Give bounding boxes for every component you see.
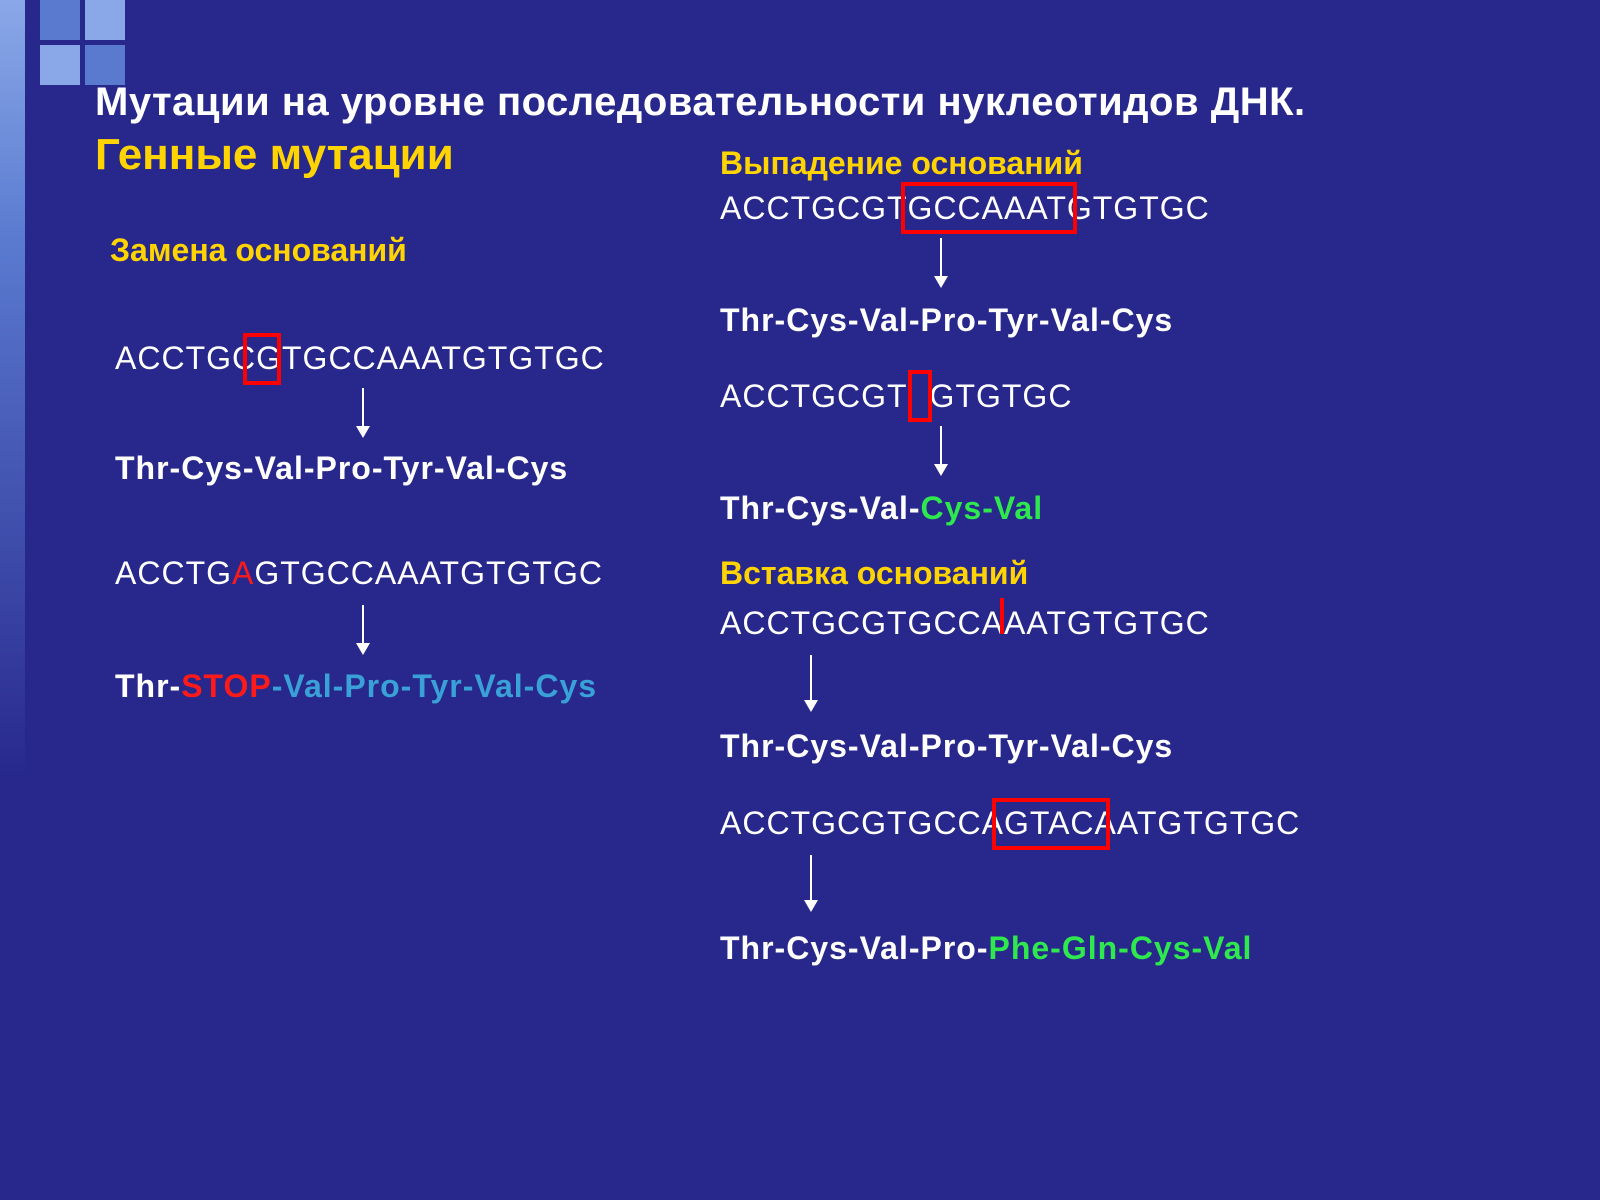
seq-text: AATGTGTGC [1095,805,1301,841]
section-heading-substitution: Замена оснований [110,232,407,269]
deco-square [40,45,80,85]
insertion-protein-original: Thr-Cys-Val-Pro-Tyr-Val-Cys [720,728,1173,765]
highlight-box [901,182,1077,234]
deco-stripe [0,0,25,1200]
seq-text: GTGTGC [1067,190,1210,226]
highlight-box [908,370,932,422]
insertion-protein-mutated: Thr-Cys-Val-Pro-Phe-Gln-Cys-Val [720,930,1252,967]
seq-text: ACCTGCGTGCCA [720,805,1004,841]
arrow-down-icon [810,655,812,710]
seq-mutation: A [232,555,254,591]
insertion-cursor-icon [1000,598,1004,634]
substitution-protein-original: Thr-Cys-Val-Pro-Tyr-Val-Cys [115,450,568,487]
seq-text: ACCTGCGT [720,190,908,226]
deco-square [85,0,125,40]
deletion-protein-mutated: Thr-Cys-Val-Cys-Val [720,490,1043,527]
seq-text: ACCTGCGTGCCA [720,605,1004,641]
arrow-down-icon [940,238,942,286]
protein-text: Thr- [115,668,181,704]
protein-stop: STOP [181,668,272,704]
slide-title: Мутации на уровне последовательности нук… [95,80,1306,125]
substitution-protein-mutated: Thr-STOP-Val-Pro-Tyr-Val-Cys [115,668,597,705]
protein-text: Thr-Cys-Val-Pro- [720,930,988,966]
seq-text: ACCTG [115,555,232,591]
substitution-seq-mutated: ACCTGAGTGCCAAATGTGTGC [115,555,603,592]
arrow-down-icon [362,388,364,436]
slide: Мутации на уровне последовательности нук… [0,0,1600,1200]
protein-changed: Cys-Val [920,490,1043,526]
substitution-seq-original: ACCTGCGTGCCAAATGTGTGC [115,340,605,377]
seq-text: GTGTGC [930,378,1073,414]
insertion-seq-original: ACCTGCGTGCCAAATGTGTGC [720,605,1210,642]
deco-square [85,45,125,85]
section-heading-insertion: Вставка оснований [720,555,1028,592]
seq-text: AATGTGTGC [1004,605,1210,641]
highlight-box [992,798,1110,850]
arrow-down-icon [810,855,812,910]
seq-text: GTGCCAAATGTGTGC [256,340,605,376]
slide-subtitle: Генные мутации [95,130,454,180]
seq-text: ACCTGCGT [720,378,908,414]
seq-text: GTGCCAAATGTGTGC [254,555,603,591]
protein-text: Thr-Cys-Val- [720,490,920,526]
arrow-down-icon [940,426,942,474]
deletion-protein-original: Thr-Cys-Val-Pro-Tyr-Val-Cys [720,302,1173,339]
arrow-down-icon [362,605,364,653]
deletion-seq-mutated: ACCTGCGT GTGTGC [720,378,1072,415]
seq-text: ACCTG [115,340,232,376]
protein-text: -Val-Pro-Tyr-Val-Cys [272,668,597,704]
protein-changed: Phe-Gln-Cys-Val [988,930,1252,966]
section-heading-deletion: Выпадение оснований [720,145,1083,182]
highlight-box [243,333,281,385]
deco-square [40,0,80,40]
